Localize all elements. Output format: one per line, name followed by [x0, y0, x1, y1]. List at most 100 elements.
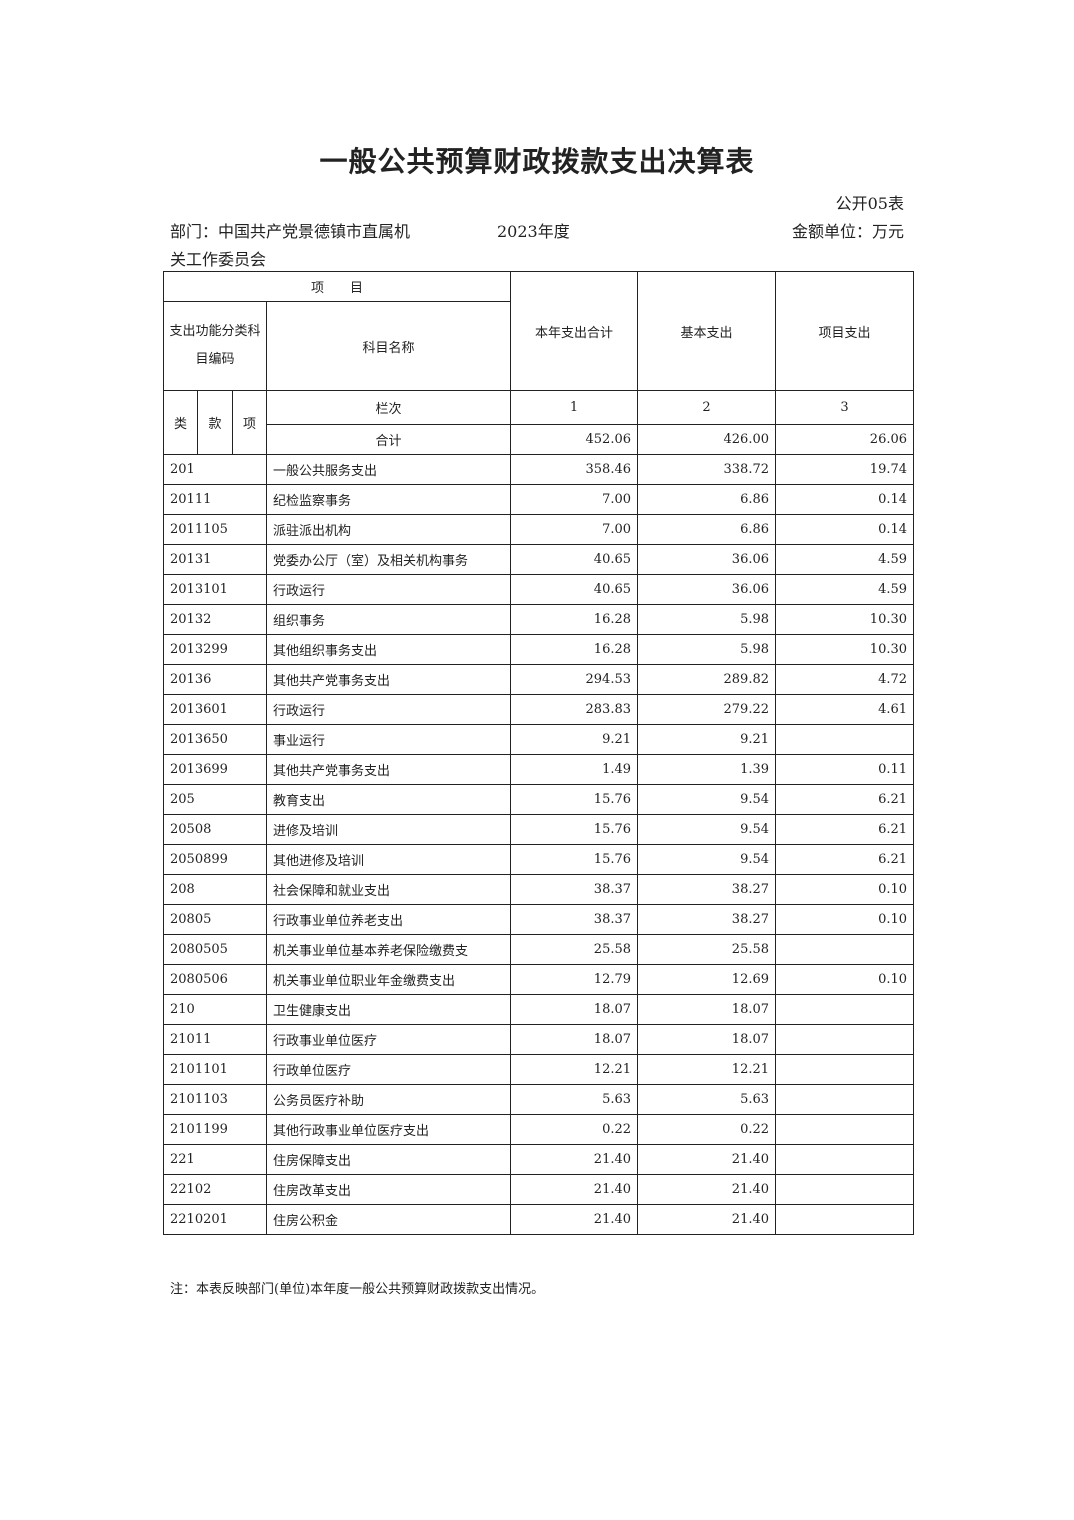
- row-total: 40.65: [510, 574, 639, 605]
- header-total: 本年支出合计: [510, 271, 639, 391]
- row-code: 22102: [163, 1174, 267, 1205]
- row-project: 6.21: [775, 844, 915, 875]
- column-number-2: 2: [637, 390, 777, 425]
- row-code: 2013101: [163, 574, 267, 605]
- row-code: 2011105: [163, 514, 267, 545]
- department: 部门：中国共产党景德镇市直属机: [170, 222, 411, 241]
- row-basic: 18.07: [637, 994, 777, 1025]
- row-basic: 6.86: [637, 484, 777, 515]
- row-name: 社会保障和就业支出: [265, 874, 512, 905]
- row-basic: 38.27: [637, 874, 777, 905]
- row-name: 其他组织事务支出: [265, 634, 512, 665]
- row-code: 20132: [163, 604, 267, 635]
- row-total: 12.21: [510, 1054, 639, 1085]
- row-code: 2013299: [163, 634, 267, 665]
- row-total: 21.40: [510, 1144, 639, 1175]
- table-row: 210 卫生健康支出 18.07 18.07: [163, 994, 915, 1025]
- row-basic: 18.07: [637, 1024, 777, 1055]
- row-basic: 338.72: [637, 454, 777, 485]
- row-code: 208: [163, 874, 267, 905]
- row-name: 行政事业单位养老支出: [265, 904, 512, 935]
- table-row: 2101103 公务员医疗补助 5.63 5.63: [163, 1084, 915, 1115]
- row-code: 20111: [163, 484, 267, 515]
- row-project: 4.59: [775, 544, 915, 575]
- row-total: 18.07: [510, 1024, 639, 1055]
- row-basic: 9.54: [637, 814, 777, 845]
- row-total: 1.49: [510, 754, 639, 785]
- footnote: 注：本表反映部门(单位)本年度一般公共预算财政拨款支出情况。: [170, 1282, 545, 1297]
- row-code: 20805: [163, 904, 267, 935]
- row-total: 294.53: [510, 664, 639, 695]
- row-project: 4.61: [775, 694, 915, 725]
- row-total: 9.21: [510, 724, 639, 755]
- row-total: 15.76: [510, 814, 639, 845]
- row-total: 358.46: [510, 454, 639, 485]
- table-row: 2050899 其他进修及培训 15.76 9.54 6.21: [163, 844, 915, 875]
- table-row: 2013101 行政运行 40.65 36.06 4.59: [163, 574, 915, 605]
- expenditure-table: 项 目 本年支出合计 基本支出 项目支出 支出功能分类科目编码 科目名称 类 款…: [162, 271, 915, 1235]
- table-row: 20136 其他共产党事务支出 294.53 289.82 4.72: [163, 664, 915, 695]
- row-project: 0.10: [775, 874, 915, 905]
- row-basic: 25.58: [637, 934, 777, 965]
- row-project: [775, 1144, 915, 1175]
- row-project: 6.21: [775, 784, 915, 815]
- row-name: 机关事业单位职业年金缴费支出: [265, 964, 512, 995]
- row-total: 5.63: [510, 1084, 639, 1115]
- row-total: 7.00: [510, 484, 639, 515]
- row-basic: 5.98: [637, 604, 777, 635]
- row-basic: 21.40: [637, 1174, 777, 1205]
- row-total: 15.76: [510, 784, 639, 815]
- table-row: 205 教育支出 15.76 9.54 6.21: [163, 784, 915, 815]
- row-project: [775, 1054, 915, 1085]
- table-row: 22102 住房改革支出 21.40 21.40: [163, 1174, 915, 1205]
- table-row: 2080506 机关事业单位职业年金缴费支出 12.79 12.69 0.10: [163, 964, 915, 995]
- row-name: 派驻派出机构: [265, 514, 512, 545]
- row-name: 组织事务: [265, 604, 512, 635]
- row-project: [775, 724, 915, 755]
- row-name: 教育支出: [265, 784, 512, 815]
- row-basic: 12.21: [637, 1054, 777, 1085]
- row-name: 卫生健康支出: [265, 994, 512, 1025]
- header-basic: 基本支出: [637, 271, 777, 391]
- table-row: 2013299 其他组织事务支出 16.28 5.98 10.30: [163, 634, 915, 665]
- row-code: 2210201: [163, 1204, 267, 1235]
- table-row: 208 社会保障和就业支出 38.37 38.27 0.10: [163, 874, 915, 905]
- row-name: 其他行政事业单位医疗支出: [265, 1114, 512, 1145]
- row-project: 10.30: [775, 604, 915, 635]
- sum-basic: 426.00: [637, 424, 777, 455]
- row-name: 党委办公厅（室）及相关机构事务: [265, 544, 512, 575]
- row-project: 4.72: [775, 664, 915, 695]
- row-code: 2013699: [163, 754, 267, 785]
- row-basic: 21.40: [637, 1144, 777, 1175]
- table-row: 20805 行政事业单位养老支出 38.37 38.27 0.10: [163, 904, 915, 935]
- row-code: 2101101: [163, 1054, 267, 1085]
- sum-total: 452.06: [510, 424, 639, 455]
- row-name: 其他共产党事务支出: [265, 664, 512, 695]
- table-row: 20131 党委办公厅（室）及相关机构事务 40.65 36.06 4.59: [163, 544, 915, 575]
- row-basic: 6.86: [637, 514, 777, 545]
- row-project: 0.10: [775, 904, 915, 935]
- row-project: [775, 994, 915, 1025]
- row-basic: 12.69: [637, 964, 777, 995]
- row-name: 行政运行: [265, 574, 512, 605]
- sum-project: 26.06: [775, 424, 915, 455]
- row-basic: 5.63: [637, 1084, 777, 1115]
- header-item: 项 目: [162, 271, 512, 302]
- row-name: 纪检监察事务: [265, 484, 512, 515]
- row-total: 21.40: [510, 1204, 639, 1235]
- row-code: 2013601: [163, 694, 267, 725]
- header-project: 项目支出: [775, 271, 915, 391]
- row-total: 38.37: [510, 904, 639, 935]
- row-code: 2013650: [163, 724, 267, 755]
- department-continued: 关工作委员会: [170, 250, 267, 269]
- row-total: 12.79: [510, 964, 639, 995]
- row-name: 行政运行: [265, 694, 512, 725]
- row-name: 行政事业单位医疗: [265, 1024, 512, 1055]
- row-name: 机关事业单位基本养老保险缴费支: [265, 934, 512, 965]
- header-code: 支出功能分类科目编码: [163, 301, 267, 391]
- row-code: 2050899: [163, 844, 267, 875]
- row-code: 20508: [163, 814, 267, 845]
- row-basic: 21.40: [637, 1204, 777, 1235]
- row-project: 19.74: [775, 454, 915, 485]
- row-basic: 36.06: [637, 574, 777, 605]
